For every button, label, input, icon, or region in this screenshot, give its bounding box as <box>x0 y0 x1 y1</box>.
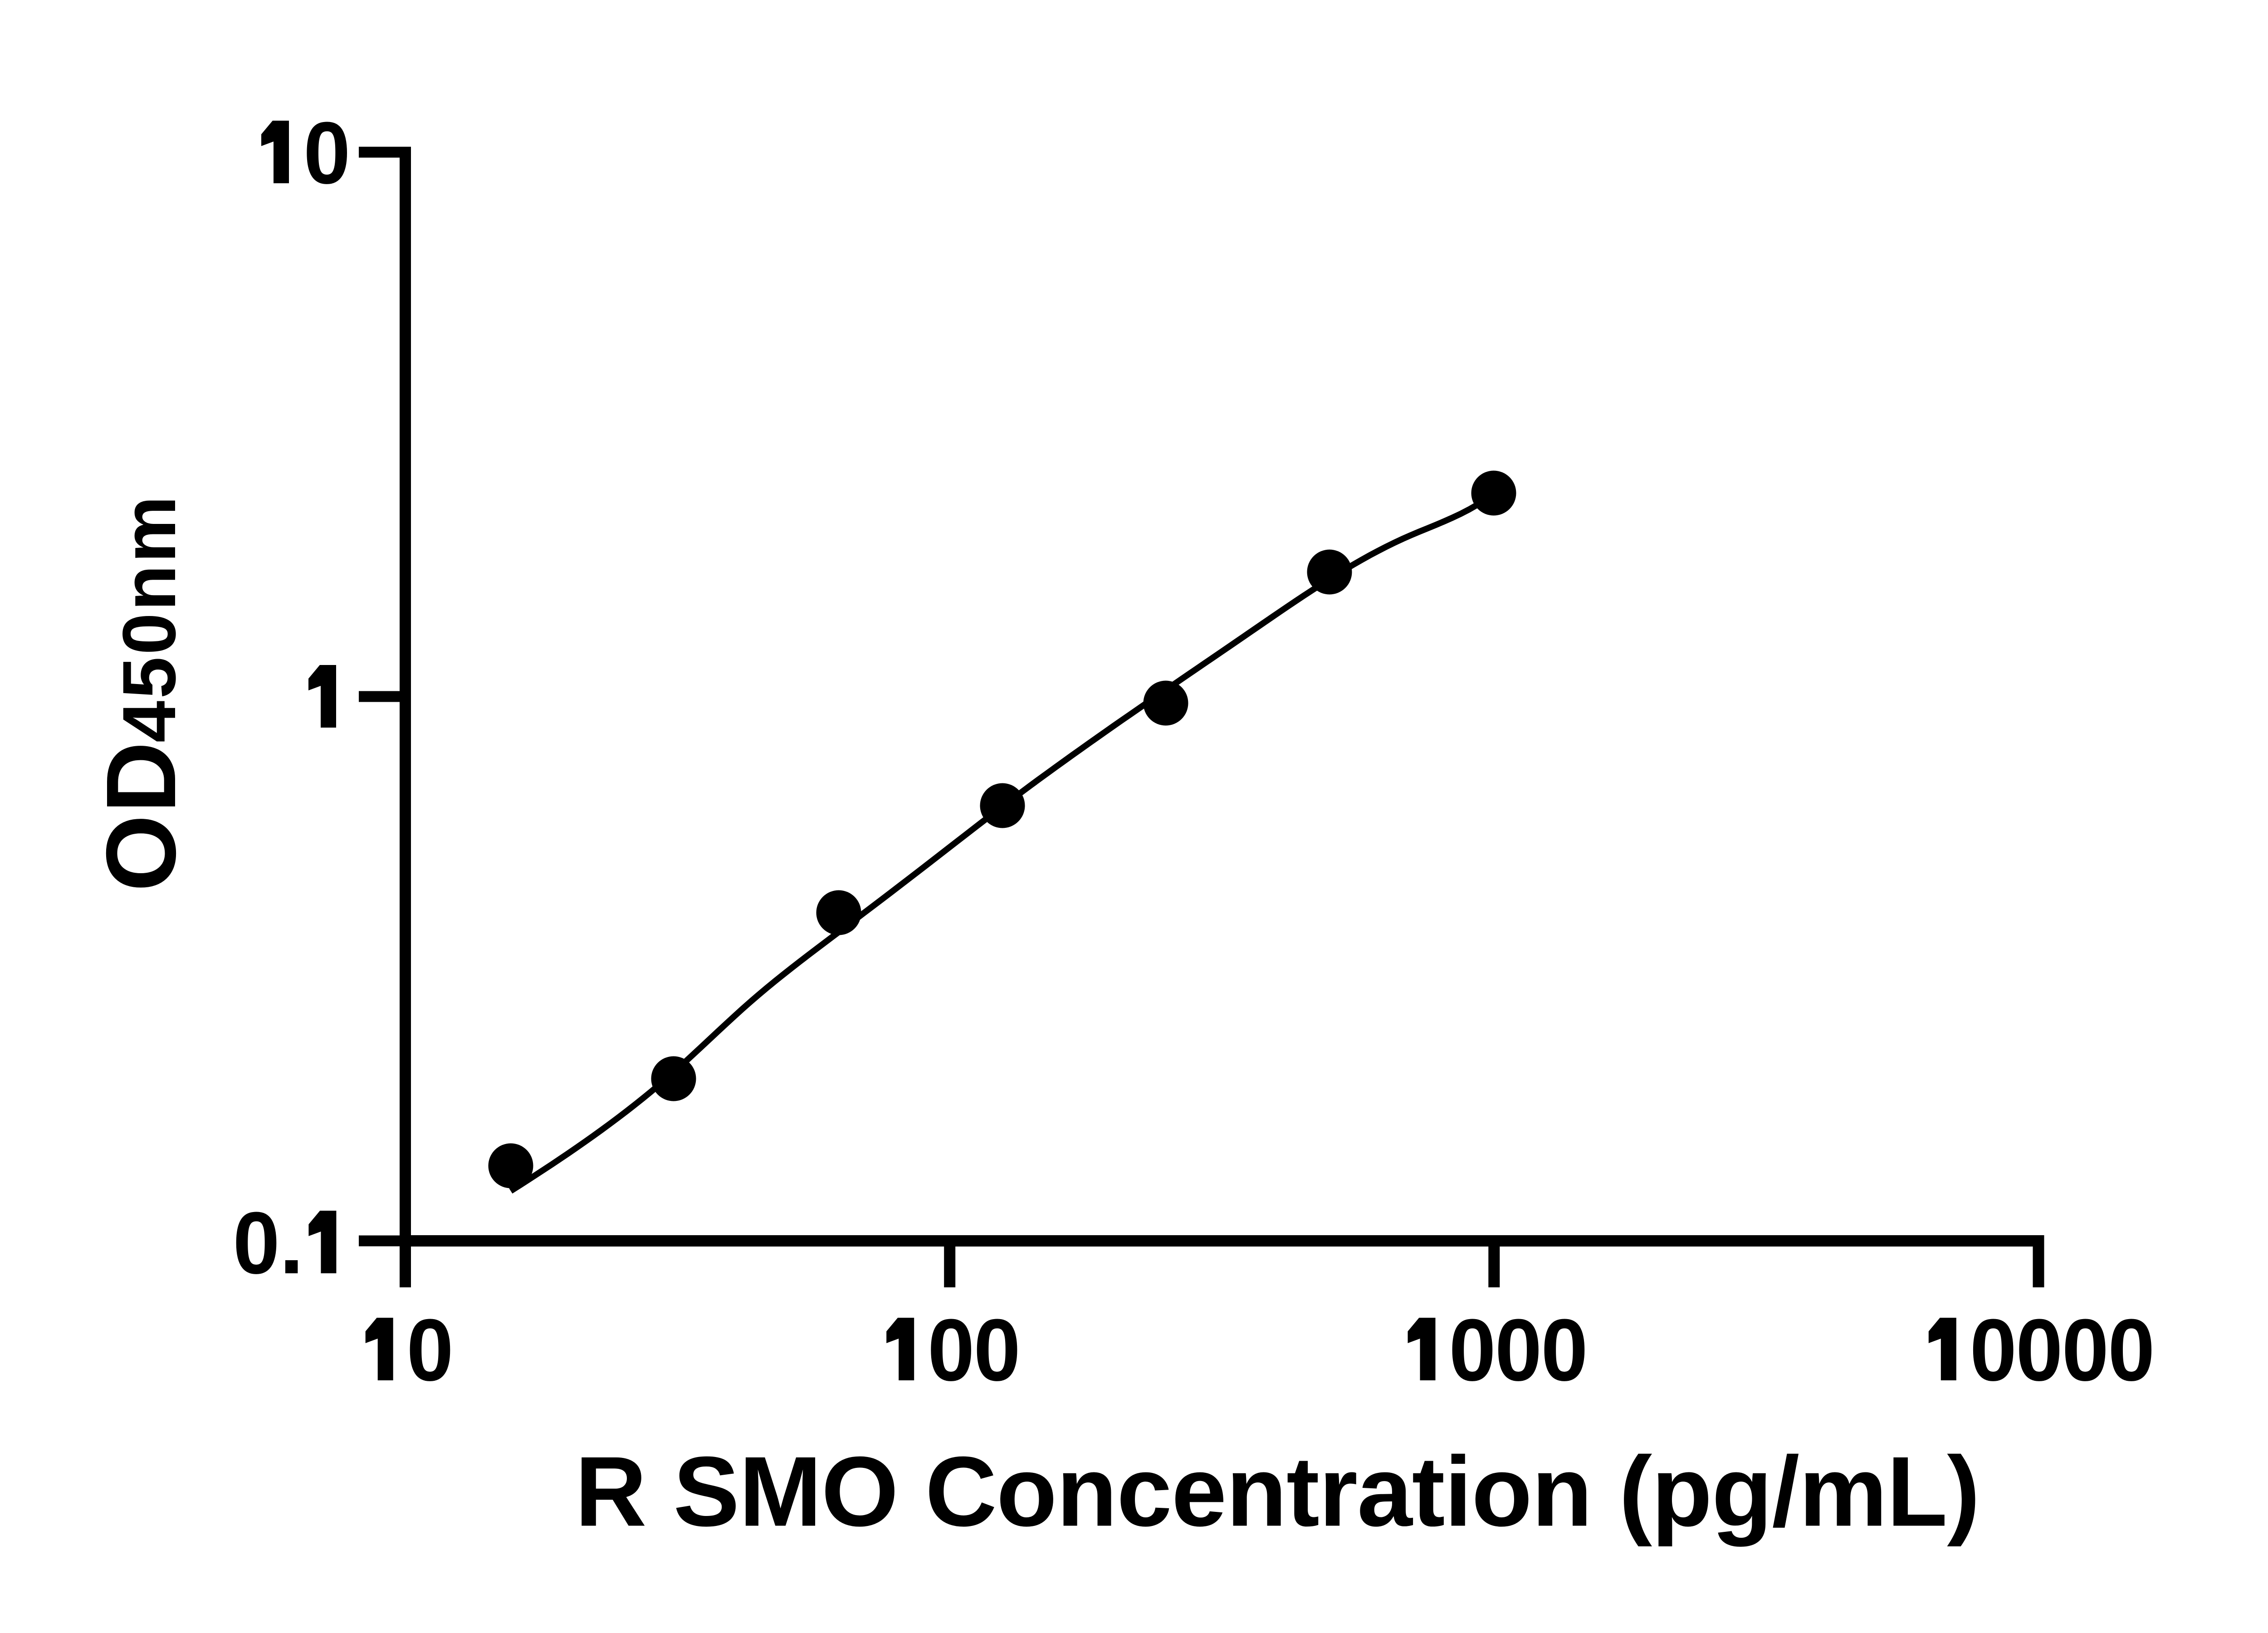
svg-text:.: . <box>279 1194 304 1292</box>
svg-text:0: 0 <box>973 1301 1021 1399</box>
svg-text:OD: OD <box>86 742 196 892</box>
svg-text:0: 0 <box>928 1301 975 1399</box>
svg-text:R SMO Concentration (pg/mL): R SMO Concentration (pg/mL) <box>575 1437 1980 1547</box>
svg-text:0: 0 <box>2108 1301 2155 1399</box>
svg-text:450nm: 450nm <box>108 496 191 743</box>
svg-text:0: 0 <box>2016 1301 2063 1399</box>
svg-text:0: 0 <box>1541 1301 1588 1399</box>
svg-text:0: 0 <box>1970 1301 2017 1399</box>
svg-text:0: 0 <box>1449 1301 1496 1399</box>
svg-text:0: 0 <box>303 104 351 202</box>
svg-text:0: 0 <box>406 1301 454 1399</box>
svg-text:0: 0 <box>2062 1301 2109 1399</box>
svg-text:0: 0 <box>1495 1301 1542 1399</box>
svg-text:0: 0 <box>233 1194 280 1292</box>
